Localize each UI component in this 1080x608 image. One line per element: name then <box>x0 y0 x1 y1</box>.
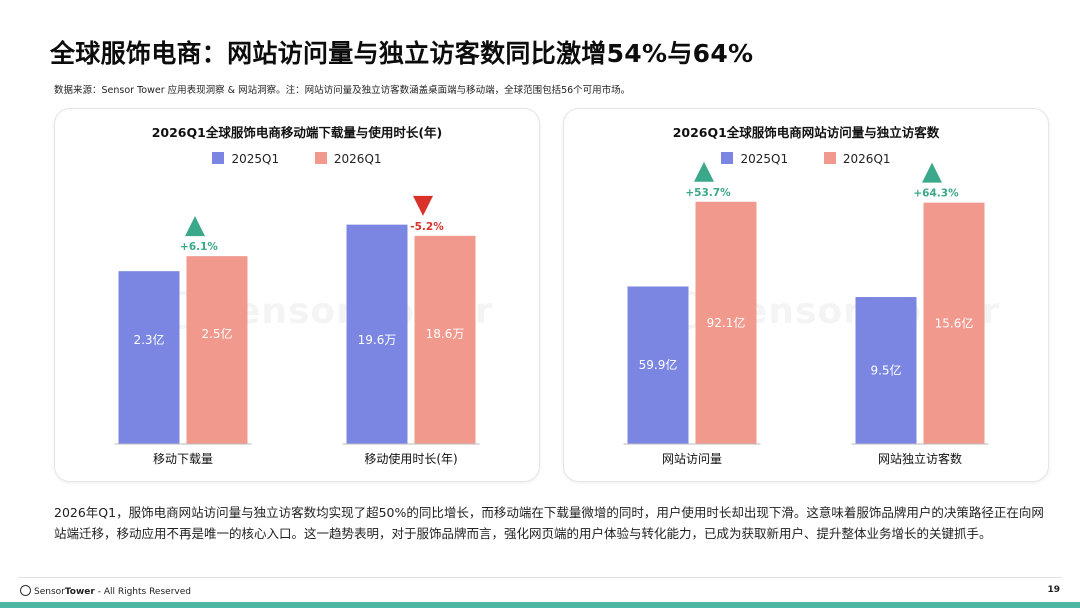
up-arrow-icon <box>694 161 714 182</box>
footer-accent-bar <box>0 602 1080 608</box>
bar-2025Q1 <box>855 297 917 444</box>
up-arrow-icon <box>185 216 205 237</box>
legend-swatch-2026 <box>314 152 327 164</box>
change-label: +64.3% <box>913 188 959 200</box>
bar-2026Q1 <box>414 235 476 444</box>
legend-label-2026: 2026Q1 <box>842 152 891 166</box>
sensor-tower-logo-icon <box>20 585 31 596</box>
change-label: +53.7% <box>685 187 731 199</box>
legend-swatch-2025 <box>212 152 225 164</box>
change-label: +6.1% <box>180 241 218 253</box>
category-label: 移动下载量 <box>153 452 213 466</box>
data-label: 59.9亿 <box>639 357 678 372</box>
data-source-note: 数据来源：Sensor Tower 应用表现洞察 & 网站洞察。注：网站访问量及… <box>54 85 631 96</box>
footer-rights: - All Rights Reserved <box>94 587 191 597</box>
data-label: 18.6万 <box>426 327 465 341</box>
legend-item-2026: 2026Q1 <box>823 152 891 166</box>
footer-brand-b: Tower <box>64 587 95 597</box>
bar-2025Q1 <box>118 271 180 444</box>
legend-swatch-2026 <box>823 152 836 164</box>
legend-item-2025: 2025Q1 <box>721 152 788 166</box>
footer-brand-a: Sensor <box>34 587 65 597</box>
chart-title: 2026Q1全球服饰电商移动端下载量与使用时长(年) <box>151 125 443 140</box>
chart-card-mobile: Sensor Tower 2026Q1全球服饰电商移动端下载量与使用时长(年) … <box>54 108 540 482</box>
legend-label-2025: 2025Q1 <box>740 152 789 166</box>
data-label: 9.5亿 <box>870 363 901 378</box>
bar-2025Q1 <box>627 286 689 444</box>
data-label: 2.3亿 <box>133 332 164 347</box>
category-label: 移动使用时长(年) <box>364 451 457 466</box>
legend-swatch-2025 <box>721 152 734 164</box>
bar-2025Q1 <box>346 224 408 444</box>
bar-2026Q1 <box>695 201 757 444</box>
summary-paragraph: 2026年Q1，服饰电商网站访问量与独立访客数均实现了超50%的同比增长，而移动… <box>54 505 1044 541</box>
bar-2026Q1 <box>923 202 985 444</box>
bar-2026Q1 <box>186 256 248 444</box>
down-arrow-icon <box>413 195 433 216</box>
chart-card-website: Sensor Tower 2026Q1全球服饰电商网站访问量与独立访客数 202… <box>563 108 1049 482</box>
chart-legend: 2025Q1 2026Q1 <box>55 152 539 166</box>
category-label: 网站独立访客数 <box>878 451 962 466</box>
change-label: -5.2% <box>410 221 444 233</box>
legend-item-2026: 2026Q1 <box>314 152 382 166</box>
footer-brand: SensorTower - All Rights Reserved <box>20 585 191 597</box>
up-arrow-icon <box>922 162 942 183</box>
category-label: 网站访问量 <box>662 452 722 466</box>
chart-title: 2026Q1全球服饰电商网站访问量与独立访客数 <box>672 125 940 140</box>
legend-item-2025: 2025Q1 <box>212 152 279 166</box>
page-title: 全球服饰电商：网站访问量与独立访客数同比激增54%与64% <box>50 39 754 68</box>
data-label: 92.1亿 <box>707 315 746 330</box>
page-number: 19 <box>1047 585 1060 595</box>
data-label: 2.5亿 <box>201 326 232 341</box>
legend-label-2025: 2025Q1 <box>231 152 280 166</box>
data-label: 19.6万 <box>358 333 397 347</box>
data-label: 15.6亿 <box>935 315 974 330</box>
footer-divider <box>18 577 1062 578</box>
chart-legend: 2025Q1 2026Q1 <box>564 152 1048 166</box>
legend-label-2026: 2026Q1 <box>333 152 382 166</box>
